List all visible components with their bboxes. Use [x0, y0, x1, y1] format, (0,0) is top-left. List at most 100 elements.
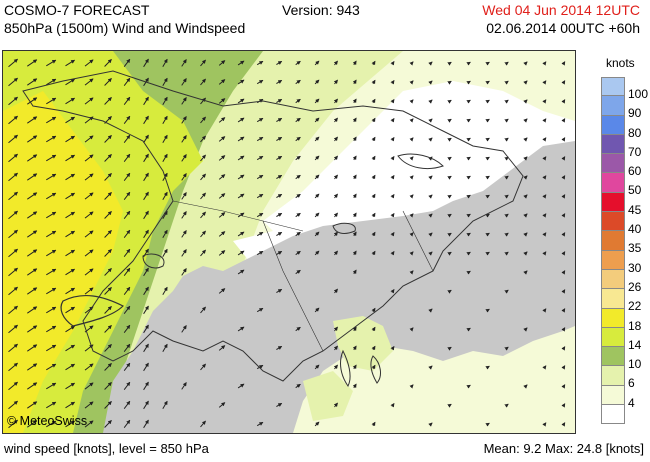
wind-arrow	[8, 267, 19, 277]
wind-arrow	[65, 154, 76, 162]
wind-arrow	[276, 60, 283, 66]
wind-arrow	[8, 77, 19, 87]
wind-arrow	[65, 401, 76, 409]
wind-arrow	[27, 97, 38, 105]
wind-arrow	[237, 79, 245, 85]
wind-arrow	[84, 192, 94, 200]
wind-arrow	[104, 78, 112, 86]
wind-arrow	[84, 401, 94, 409]
legend-swatch	[601, 96, 625, 116]
wind-arrow	[466, 156, 471, 161]
legend-entry: 6	[601, 366, 650, 390]
wind-arrow	[65, 382, 76, 390]
wind-arrow	[276, 212, 283, 218]
wind-arrow	[504, 99, 509, 104]
wind-arrow	[8, 210, 19, 220]
wind-arrow	[218, 117, 226, 123]
wind-arrow	[8, 134, 19, 144]
wind-arrow	[218, 79, 226, 85]
wind-arrow	[65, 97, 76, 105]
wind-arrow	[181, 173, 187, 181]
wind-arrow	[409, 384, 414, 389]
wind-arrow	[256, 174, 264, 180]
wind-arrow	[447, 80, 452, 85]
wind-arrow	[200, 135, 206, 143]
wind-arrow	[447, 232, 452, 237]
wind-arrow	[276, 288, 283, 294]
wind-arrow	[237, 174, 245, 180]
wind-arrow	[65, 192, 76, 200]
wind-arrow	[27, 135, 38, 143]
legend-entry: 14	[601, 327, 650, 352]
wind-arrow	[276, 155, 283, 161]
wind-arrow	[27, 325, 38, 333]
wind-arrow	[561, 175, 566, 180]
wind-arrow	[27, 287, 38, 295]
wind-arrow	[523, 137, 528, 142]
wind-arrow	[314, 155, 320, 161]
wind-arrow	[561, 365, 566, 370]
wind-arrow	[504, 175, 509, 180]
wind-arrow	[8, 362, 19, 372]
wind-arrow	[8, 58, 19, 68]
wind-arrow	[65, 363, 76, 371]
wind-arrow	[218, 136, 226, 142]
wind-arrow	[428, 251, 433, 256]
lake-constance	[397, 153, 444, 169]
wind-arrow	[162, 343, 168, 352]
legend-entry: 50	[601, 173, 650, 197]
wind-arrow	[447, 118, 452, 123]
wind-arrow	[504, 346, 509, 351]
legend-entry: 10	[601, 347, 650, 371]
wind-arrow	[428, 80, 433, 85]
wind-arrow	[123, 419, 131, 429]
wind-arrow	[237, 60, 245, 66]
wind-arrow	[200, 173, 206, 181]
wind-arrow	[371, 193, 376, 199]
wind-arrow	[333, 155, 338, 161]
wind-arrow	[561, 251, 566, 256]
wind-arrow	[143, 362, 149, 372]
wind-arrow	[256, 307, 264, 313]
legend-entry: 18	[601, 308, 650, 333]
wind-arrow	[561, 194, 566, 199]
wind-arrow	[371, 174, 376, 180]
wind-arrow	[466, 213, 471, 218]
wind-arrow	[371, 421, 376, 427]
wind-map-canvas	[3, 51, 575, 433]
wind-arrow	[314, 60, 320, 66]
wind-arrow	[561, 118, 566, 123]
wind-arrow	[8, 324, 19, 334]
wind-arrow	[295, 79, 301, 85]
wind-arrow	[428, 365, 433, 370]
copyright-label: © MeteoSwiss	[7, 414, 88, 428]
wind-arrow	[181, 59, 187, 67]
wind-arrow	[523, 270, 528, 275]
wind-arrow	[333, 60, 338, 66]
wind-arrow	[276, 402, 283, 408]
wind-arrow	[295, 383, 301, 389]
wind-arrow	[504, 289, 509, 294]
wind-arrow	[27, 363, 38, 371]
wind-arrow	[104, 382, 112, 390]
legend-label: 35	[628, 241, 642, 256]
wind-arrow	[542, 232, 547, 237]
wind-arrow	[200, 249, 206, 257]
wind-arrow	[123, 381, 131, 391]
wind-arrow	[390, 250, 395, 256]
wind-arrow	[542, 80, 547, 85]
wind-arrow	[333, 231, 338, 237]
wind-arrow	[390, 288, 395, 294]
wind-arrow	[84, 78, 94, 86]
wind-arrow	[504, 61, 509, 66]
wind-arrow	[485, 80, 490, 85]
wind-arrow	[542, 308, 547, 313]
legend-swatch	[601, 308, 625, 328]
wind-arrow	[27, 59, 38, 67]
wind-arrow	[447, 99, 452, 104]
wind-arrow	[504, 251, 509, 256]
legend-entry: 35	[601, 231, 650, 255]
legend-swatch	[601, 154, 625, 174]
wind-arrow	[237, 212, 245, 218]
wind-arrow	[295, 193, 301, 199]
